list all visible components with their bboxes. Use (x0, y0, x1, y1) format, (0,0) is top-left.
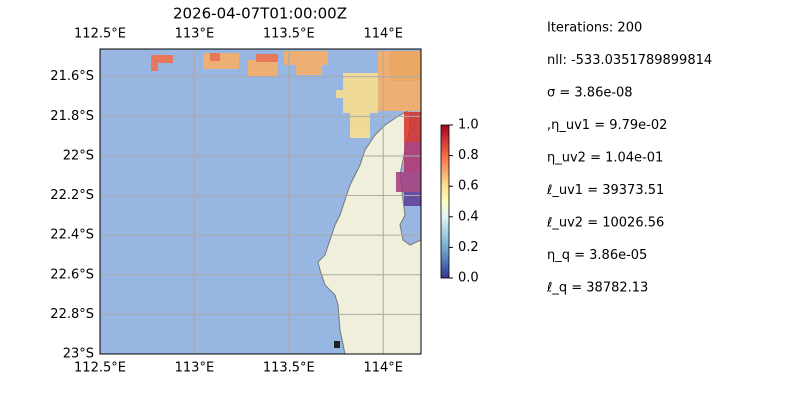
lon-label-bottom: 113°E (175, 361, 215, 376)
map-area (100, 49, 421, 354)
colorbar (440, 124, 450, 279)
lat-label: 22.6°S (50, 267, 94, 282)
stat-line: σ = 3.86e-08 (547, 86, 633, 101)
colorbar-label: 0.6 (458, 179, 479, 194)
lat-label: 21.8°S (50, 109, 94, 124)
lat-label: 22.2°S (50, 188, 94, 203)
lon-label-top: 112.5°E (74, 27, 126, 42)
stat-line: ℓ_uv1 = 39373.51 (546, 183, 664, 198)
stat-line: ,η_uv1 = 9.79e-02 (547, 118, 667, 133)
colorbar-label: 0.2 (458, 240, 479, 255)
colorbar-label: 0.4 (458, 209, 479, 224)
field-cells (151, 51, 421, 206)
marker (334, 341, 340, 348)
map-frame (99, 48, 422, 355)
map-title: 2026-04-07T01:00:00Z (173, 5, 347, 23)
colorbar-label: 0.0 (458, 271, 479, 286)
lon-label-top: 114°E (363, 27, 403, 42)
lon-label-top: 113°E (175, 27, 215, 42)
stat-line: ℓ_q = 38782.13 (546, 281, 648, 296)
stat-line: Iterations: 200 (547, 21, 642, 36)
colorbar-label: 1.0 (458, 118, 479, 133)
lat-label: 21.6°S (50, 69, 94, 84)
stat-line: η_q = 3.86e-05 (547, 248, 647, 263)
lon-label-bottom: 113.5°E (263, 361, 315, 376)
lat-label: 22.8°S (50, 307, 94, 322)
land (317, 109, 421, 354)
lon-label-top: 113.5°E (263, 27, 315, 42)
colorbar-label: 0.8 (458, 148, 479, 163)
lat-label: 23°S (63, 347, 94, 362)
graticule (100, 49, 421, 354)
stat-line: ℓ_uv2 = 10026.56 (546, 216, 664, 231)
lon-label-bottom: 114°E (363, 361, 403, 376)
stat-line: η_uv2 = 1.04e-01 (547, 151, 663, 166)
lat-label: 22°S (63, 148, 94, 163)
lon-label-bottom: 112.5°E (74, 361, 126, 376)
stat-line: nll: -533.0351789899814 (547, 53, 712, 68)
lat-label: 22.4°S (50, 228, 94, 243)
